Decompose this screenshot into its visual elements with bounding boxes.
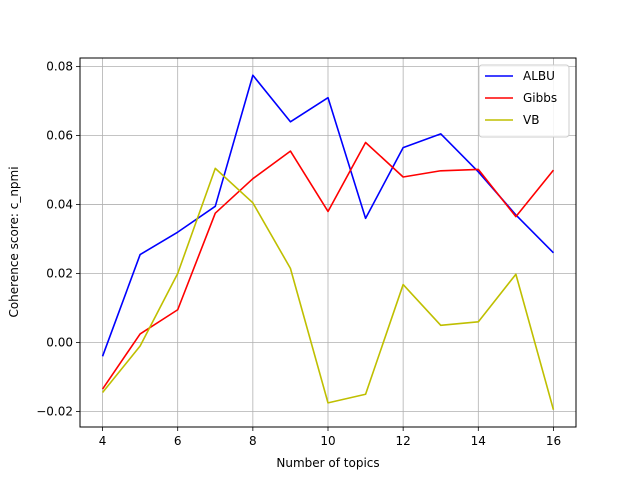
x-tick-label: 4 [99,434,107,448]
x-tick-label: 8 [249,434,257,448]
x-tick-label: 16 [546,434,561,448]
x-tick-label: 12 [396,434,411,448]
y-tick-label: 0.04 [46,198,73,212]
legend-label-gibbs: Gibbs [523,91,557,105]
x-axis-label: Number of topics [276,456,379,470]
legend-label-albu: ALBU [523,69,555,83]
x-tick-label: 6 [174,434,182,448]
y-tick-label: 0.00 [46,336,73,350]
series-line-gibbs [101,141,555,390]
x-tick-label: 14 [471,434,486,448]
legend: ALBU Gibbs VB [478,64,570,138]
legend-label-vb: VB [523,113,539,127]
legend-box [478,64,570,138]
y-tick-label: −0.02 [36,404,73,418]
x-axis-ticks: 4 6 8 10 12 14 16 [99,427,561,448]
y-axis-label: Coherence score: c_npmi [7,166,21,317]
grid [80,58,576,427]
series-lines [101,74,555,410]
x-tick-label: 10 [320,434,335,448]
y-tick-label: 0.02 [46,267,73,281]
y-tick-label: 0.06 [46,129,73,143]
series-line-albu [101,74,555,357]
y-axis-ticks: −0.02 0.00 0.02 0.04 0.06 0.08 [36,60,80,418]
series-line-vb [101,167,555,410]
y-tick-label: 0.08 [46,60,73,74]
